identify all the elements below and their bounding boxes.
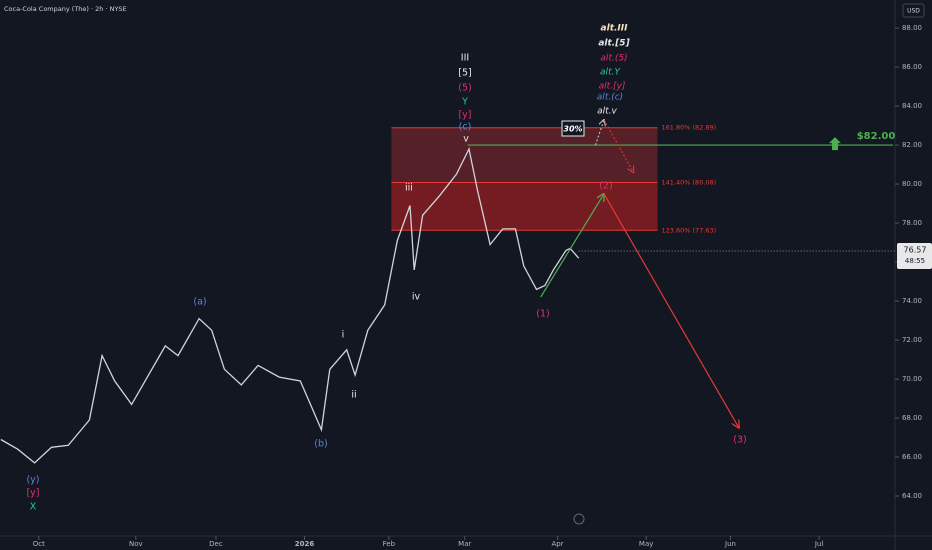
wave-label: alt.Y bbox=[600, 68, 621, 78]
wave-label: Y bbox=[461, 97, 468, 108]
price-line bbox=[0, 147, 580, 464]
wave-label: X bbox=[30, 502, 37, 513]
x-tick-label: 2026 bbox=[295, 540, 315, 548]
x-tick-label: Dec bbox=[209, 540, 223, 548]
y-tick-label: 68.00 bbox=[902, 414, 922, 422]
y-tick-label: 80.00 bbox=[902, 180, 922, 188]
fib-label: 161.80% (82.89) bbox=[662, 124, 717, 132]
wave-label: ii bbox=[351, 390, 356, 401]
x-tick-label: Feb bbox=[383, 540, 396, 548]
wave-label: [y] bbox=[26, 488, 39, 499]
probability: 30% bbox=[563, 125, 582, 134]
projection bbox=[540, 194, 604, 298]
wave-label: [y] bbox=[458, 110, 471, 121]
wave-label: (1) bbox=[536, 309, 549, 320]
wave-label: alt.v bbox=[597, 107, 617, 117]
x-tick-label: Jun bbox=[724, 540, 736, 548]
fib-label: 123.60% (77.63) bbox=[662, 226, 717, 234]
x-tick-label: Mar bbox=[458, 540, 471, 548]
wave-label: iii bbox=[405, 183, 413, 194]
fib-zone bbox=[391, 182, 658, 231]
y-tick-label: 70.00 bbox=[902, 375, 922, 383]
chart-title: Coca-Cola Company (The) · 2h · NYSE bbox=[4, 5, 127, 13]
wave-label: [5] bbox=[458, 68, 471, 79]
wave-label: alt.(c) bbox=[597, 93, 623, 103]
y-tick-label: 86.00 bbox=[902, 63, 922, 71]
y-tick-label: 64.00 bbox=[902, 492, 922, 500]
y-tick-label: 74.00 bbox=[902, 297, 922, 305]
probability-box bbox=[561, 120, 585, 137]
fib-label: 141.40% (80.08) bbox=[662, 179, 717, 187]
x-tick-label: May bbox=[639, 540, 653, 548]
wave-label: III bbox=[461, 53, 469, 64]
x-tick-label: Oct bbox=[33, 540, 45, 548]
x-tick-label: Apr bbox=[552, 540, 564, 548]
icon[interactable] bbox=[573, 513, 585, 525]
wave-label: alt.[y] bbox=[599, 82, 626, 92]
wave-label: (a) bbox=[193, 297, 206, 308]
projection bbox=[603, 193, 739, 428]
wave-label: i bbox=[342, 330, 345, 341]
y-tick-label: 84.00 bbox=[902, 102, 922, 110]
y-tick-label: 72.00 bbox=[902, 336, 922, 344]
currency-box bbox=[902, 3, 925, 18]
wave-label: v bbox=[463, 134, 469, 145]
y-tick-label: 78.00 bbox=[902, 219, 922, 227]
y-tick-label: 66.00 bbox=[902, 453, 922, 461]
x-tick-label: Jul bbox=[814, 540, 824, 548]
fib-zone bbox=[391, 127, 658, 183]
wave-label: (3) bbox=[733, 435, 746, 446]
wave-label: alt.III bbox=[601, 24, 629, 34]
x-tick-label: Nov bbox=[129, 540, 143, 548]
projection bbox=[595, 120, 605, 146]
wave-label: (2) bbox=[599, 181, 612, 192]
wave-label: alt.(5) bbox=[600, 54, 627, 64]
target-arrow-icon bbox=[829, 137, 841, 151]
y-tick-label: 82.00 bbox=[902, 141, 922, 149]
wave-label: (y) bbox=[26, 475, 39, 486]
last-price-tag bbox=[897, 242, 932, 269]
target-label: $82.00 bbox=[857, 131, 896, 142]
countdown: 48:55 bbox=[905, 257, 925, 265]
y-tick-label: 88.00 bbox=[902, 24, 922, 32]
wave-label: (5) bbox=[458, 83, 471, 94]
wave-label: iv bbox=[412, 292, 421, 303]
wave-label: (b) bbox=[314, 439, 327, 450]
wave-label: (c) bbox=[459, 122, 472, 133]
currency: USD bbox=[907, 8, 920, 15]
last-price: 76.57 bbox=[904, 245, 927, 254]
wave-label: alt.[5] bbox=[598, 39, 630, 49]
